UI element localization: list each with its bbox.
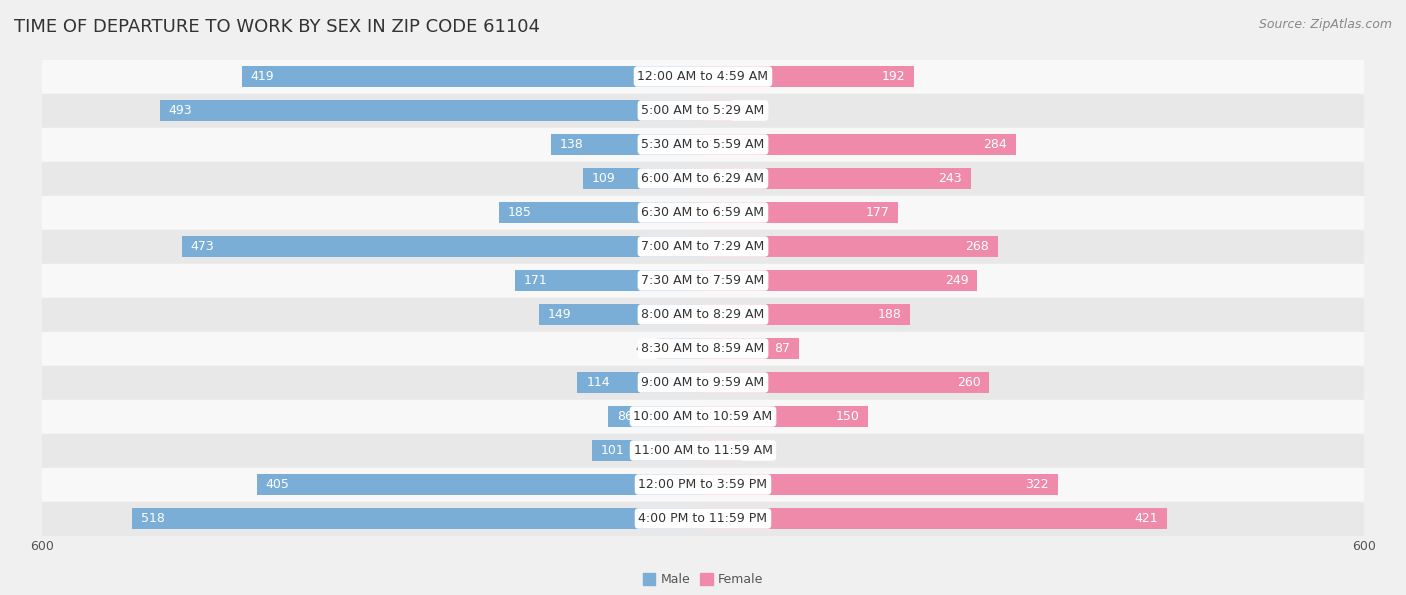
Bar (703, 134, 1015, 155)
Bar (592, 440, 703, 461)
Bar (703, 202, 898, 223)
Bar (703, 270, 977, 291)
Bar (515, 270, 703, 291)
Text: 171: 171 (523, 274, 547, 287)
Text: 12:00 AM to 4:59 AM: 12:00 AM to 4:59 AM (637, 70, 769, 83)
Bar (538, 304, 703, 325)
Text: TIME OF DEPARTURE TO WORK BY SEX IN ZIP CODE 61104: TIME OF DEPARTURE TO WORK BY SEX IN ZIP … (14, 18, 540, 36)
Text: 10:00 AM to 10:59 AM: 10:00 AM to 10:59 AM (634, 410, 772, 423)
Bar (703, 406, 868, 427)
Text: 6:00 AM to 6:29 AM: 6:00 AM to 6:29 AM (641, 172, 765, 185)
Bar (609, 406, 703, 427)
Text: 188: 188 (877, 308, 901, 321)
Bar (132, 508, 703, 529)
Bar (42, 365, 1364, 399)
Bar (42, 93, 1364, 127)
Text: 243: 243 (938, 172, 962, 185)
Bar (42, 434, 1364, 468)
Text: 322: 322 (1025, 478, 1049, 491)
Text: 284: 284 (983, 138, 1007, 151)
Bar (42, 196, 1364, 230)
Text: 8:00 AM to 8:29 AM: 8:00 AM to 8:29 AM (641, 308, 765, 321)
Text: 11:00 AM to 11:59 AM: 11:00 AM to 11:59 AM (634, 444, 772, 457)
Bar (703, 474, 1057, 495)
Text: 473: 473 (191, 240, 215, 253)
Bar (42, 399, 1364, 434)
Bar (703, 508, 1167, 529)
Text: 421: 421 (1135, 512, 1159, 525)
Bar (42, 127, 1364, 161)
Bar (42, 161, 1364, 196)
Text: 101: 101 (600, 444, 624, 457)
Legend: Male, Female: Male, Female (643, 574, 763, 586)
Text: 26: 26 (737, 104, 752, 117)
Text: 6:30 AM to 6:59 AM: 6:30 AM to 6:59 AM (641, 206, 765, 219)
Bar (42, 468, 1364, 502)
Text: 260: 260 (957, 376, 980, 389)
Text: 192: 192 (882, 70, 905, 83)
Bar (703, 66, 914, 87)
Bar (499, 202, 703, 223)
Text: 87: 87 (775, 342, 790, 355)
Bar (583, 168, 703, 189)
Text: 150: 150 (835, 410, 859, 423)
Bar (703, 236, 998, 257)
Text: 8:30 AM to 8:59 AM: 8:30 AM to 8:59 AM (641, 342, 765, 355)
Text: 7:00 AM to 7:29 AM: 7:00 AM to 7:29 AM (641, 240, 765, 253)
Text: 12:00 PM to 3:59 PM: 12:00 PM to 3:59 PM (638, 478, 768, 491)
Text: 5:00 AM to 5:29 AM: 5:00 AM to 5:29 AM (641, 104, 765, 117)
Text: 268: 268 (966, 240, 990, 253)
Bar (703, 168, 970, 189)
Text: 109: 109 (592, 172, 616, 185)
Text: 419: 419 (250, 70, 274, 83)
Bar (703, 440, 741, 461)
Text: 7:30 AM to 7:59 AM: 7:30 AM to 7:59 AM (641, 274, 765, 287)
Bar (703, 372, 990, 393)
Bar (181, 236, 703, 257)
Bar (242, 66, 703, 87)
Text: Source: ZipAtlas.com: Source: ZipAtlas.com (1258, 18, 1392, 31)
Bar (703, 304, 910, 325)
Text: 42: 42 (636, 342, 651, 355)
Text: 114: 114 (586, 376, 610, 389)
Bar (42, 60, 1364, 93)
Text: 518: 518 (141, 512, 165, 525)
Bar (42, 331, 1364, 365)
Bar (703, 100, 731, 121)
Bar (42, 298, 1364, 331)
Bar (42, 502, 1364, 536)
Text: 86: 86 (617, 410, 633, 423)
Text: 185: 185 (508, 206, 531, 219)
Text: 177: 177 (865, 206, 889, 219)
Text: 35: 35 (747, 444, 763, 457)
Bar (42, 230, 1364, 264)
Text: 4:00 PM to 11:59 PM: 4:00 PM to 11:59 PM (638, 512, 768, 525)
Bar (160, 100, 703, 121)
Text: 9:00 AM to 9:59 AM: 9:00 AM to 9:59 AM (641, 376, 765, 389)
Bar (551, 134, 703, 155)
Text: 5:30 AM to 5:59 AM: 5:30 AM to 5:59 AM (641, 138, 765, 151)
Text: 249: 249 (945, 274, 969, 287)
Bar (578, 372, 703, 393)
Text: 149: 149 (548, 308, 571, 321)
Text: 493: 493 (169, 104, 193, 117)
Text: 138: 138 (560, 138, 583, 151)
Bar (257, 474, 703, 495)
Text: 405: 405 (266, 478, 290, 491)
Bar (657, 338, 703, 359)
Bar (703, 338, 799, 359)
Bar (42, 264, 1364, 298)
